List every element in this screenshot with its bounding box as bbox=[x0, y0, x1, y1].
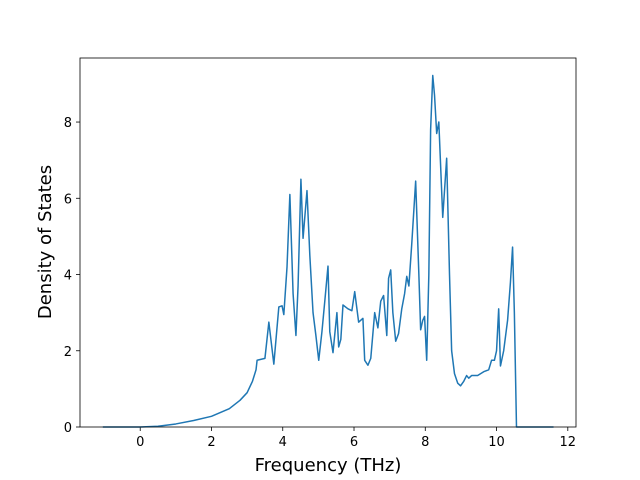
x-tick-label: 6 bbox=[350, 435, 358, 450]
x-tick-label: 4 bbox=[279, 435, 287, 450]
y-tick-label: 4 bbox=[64, 269, 72, 284]
x-tick-label: 8 bbox=[421, 435, 429, 450]
y-tick-label: 8 bbox=[64, 116, 72, 131]
x-axis-label: Frequency (THz) bbox=[255, 455, 402, 476]
dos-line bbox=[102, 74, 554, 428]
x-tick-label: 12 bbox=[560, 435, 577, 450]
y-tick-label: 6 bbox=[64, 192, 72, 207]
y-tick-label: 2 bbox=[64, 345, 72, 360]
y-axis-label: Density of States bbox=[35, 165, 56, 319]
y-tick-label: 0 bbox=[64, 421, 72, 436]
x-tick-label: 0 bbox=[136, 435, 144, 450]
plot-frame bbox=[79, 57, 577, 428]
x-tick-label: 2 bbox=[207, 435, 215, 450]
x-tick-label: 10 bbox=[488, 435, 505, 450]
